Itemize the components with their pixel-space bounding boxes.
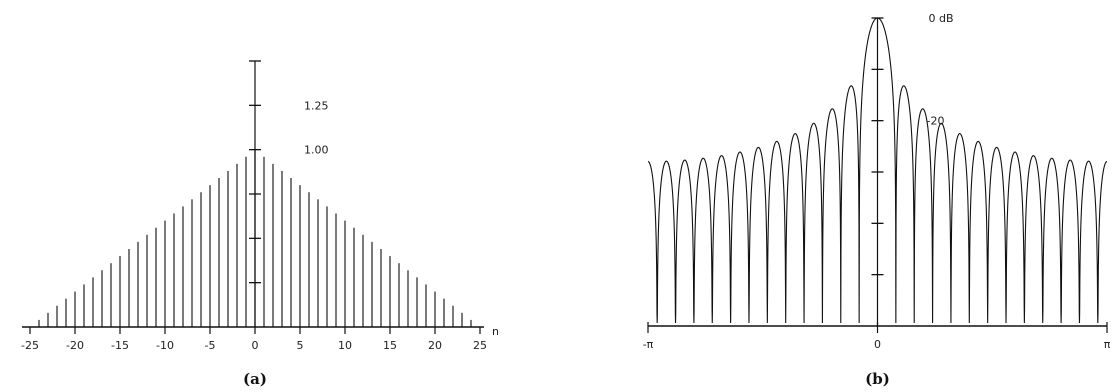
panel-a-x-axis-label: n <box>492 325 499 338</box>
panel-a-y-tick-label: 1.00 <box>304 144 329 157</box>
panel-a-x-ticks: -25 -20 -15 -10 -5 0 5 10 15 20 25 <box>21 327 487 352</box>
panel-b-x-tick-label: π <box>1104 338 1111 351</box>
panel-a-x-tick-label: -5 <box>205 339 216 352</box>
panel-b-x-tick-label: 0 <box>874 338 881 351</box>
panel-a-x-tick-label: -20 <box>66 339 84 352</box>
panel-b-caption: (b) <box>865 370 890 388</box>
panel-a-y-ticks <box>249 60 261 284</box>
panel-b-y-ticks <box>871 17 884 276</box>
panel-b-y-tick-label: -20 <box>927 115 945 128</box>
panel-a-x-tick-label: -25 <box>21 339 39 352</box>
panel-b-y-tick-label: 0 dB <box>929 12 954 25</box>
panel-a-caption: (a) <box>243 370 267 388</box>
panel-a-x-tick-label: 15 <box>383 339 397 352</box>
panel-a-x-tick-label: 25 <box>473 339 487 352</box>
panel-b-x-tick-label: -π <box>643 338 654 351</box>
panel-a-x-tick-label: -15 <box>111 339 129 352</box>
panel-a-y-tick-label: 1.25 <box>304 99 329 112</box>
panel-a-stem-plot: -25 -20 -15 -10 -5 0 5 10 15 20 25 n 1.25 1.00 (a) <box>21 60 499 388</box>
panel-a-x-tick-label: 20 <box>428 339 442 352</box>
panel-a-x-tick-label: -10 <box>156 339 174 352</box>
panel-a-x-tick-label: 5 <box>297 339 304 352</box>
panel-a-x-tick-label: 10 <box>338 339 352 352</box>
panel-a-x-tick-label: 0 <box>252 339 259 352</box>
panel-b-spectrum-plot: -π 0 π 0 dB -20 (b) <box>643 12 1111 388</box>
